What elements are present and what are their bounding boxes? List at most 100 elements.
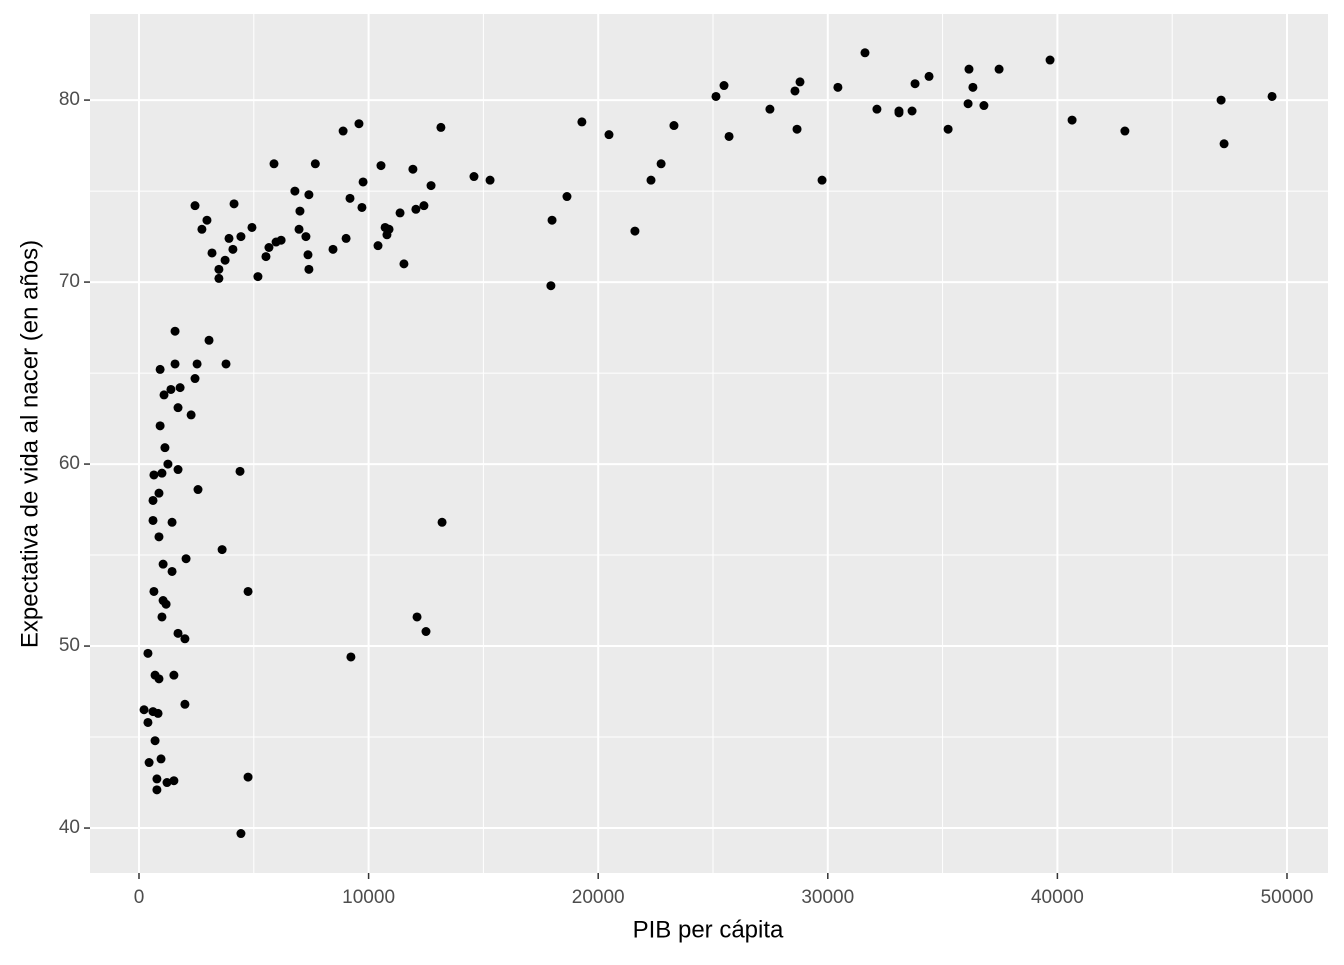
point (217, 545, 227, 555)
point (979, 101, 989, 111)
point (817, 175, 827, 185)
point (328, 244, 338, 254)
point (169, 776, 179, 786)
point (204, 335, 214, 345)
point (166, 384, 176, 394)
point (411, 204, 421, 214)
point (173, 628, 183, 638)
point (963, 99, 973, 109)
point (419, 201, 429, 211)
point (1045, 55, 1055, 65)
point (669, 121, 679, 131)
point (236, 829, 246, 839)
point (872, 104, 882, 114)
point (338, 126, 348, 136)
point (236, 232, 246, 242)
point (994, 64, 1004, 74)
point (719, 81, 729, 91)
point (290, 186, 300, 196)
y-axis-title: Expectativa de vida al nacer (en años) (16, 240, 43, 648)
y-tick-label: 40 (59, 817, 80, 838)
point (221, 359, 231, 369)
point (175, 383, 185, 393)
point (186, 410, 196, 420)
point (181, 554, 191, 564)
point (924, 71, 934, 81)
point (154, 532, 164, 542)
point (162, 778, 172, 788)
point (155, 364, 165, 374)
point (271, 237, 281, 247)
point (192, 359, 202, 369)
point (180, 634, 190, 644)
point (380, 222, 390, 232)
point (1219, 139, 1229, 149)
x-tick-label: 30000 (801, 887, 854, 908)
point (228, 244, 238, 254)
point (357, 202, 367, 212)
point (382, 230, 392, 240)
point (247, 222, 257, 232)
point (711, 91, 721, 101)
point (149, 586, 159, 596)
point (577, 117, 587, 127)
y-tick-label: 60 (59, 453, 80, 474)
point (354, 119, 364, 129)
point (148, 495, 158, 505)
point (158, 559, 168, 569)
point (173, 403, 183, 413)
x-tick-label: 0 (134, 887, 145, 908)
point (469, 172, 479, 182)
point (295, 206, 305, 216)
point (408, 164, 418, 174)
point (150, 670, 160, 680)
point (910, 79, 920, 89)
x-tick-label: 10000 (342, 887, 395, 908)
point (160, 443, 170, 453)
point (139, 705, 149, 715)
point (190, 201, 200, 211)
point (154, 488, 164, 498)
point (143, 648, 153, 658)
point (156, 754, 166, 764)
point (167, 517, 177, 527)
point (163, 459, 173, 469)
point (148, 707, 158, 717)
point (790, 86, 800, 96)
point (243, 586, 253, 596)
point (148, 515, 158, 525)
point (197, 224, 207, 234)
point (547, 215, 557, 225)
point (150, 736, 160, 746)
panel (90, 14, 1328, 873)
point (792, 124, 802, 134)
point (301, 232, 311, 242)
point (546, 281, 556, 291)
point (943, 124, 953, 134)
y-tick-label: 70 (59, 271, 80, 292)
point (341, 233, 351, 243)
point (437, 517, 447, 527)
point (968, 82, 978, 92)
point (894, 108, 904, 118)
point (630, 226, 640, 236)
point (562, 192, 572, 202)
point (207, 248, 217, 258)
point (144, 758, 154, 768)
point (310, 159, 320, 169)
x-tick-label: 50000 (1261, 887, 1314, 908)
point (860, 48, 870, 58)
point (157, 612, 167, 622)
point (202, 215, 212, 225)
point (224, 233, 234, 243)
point (1120, 126, 1130, 136)
point (1267, 91, 1277, 101)
point (294, 224, 304, 234)
point (656, 159, 666, 169)
point (167, 566, 177, 576)
point (264, 242, 274, 252)
point (269, 159, 279, 169)
y-tick-label: 80 (59, 89, 80, 110)
